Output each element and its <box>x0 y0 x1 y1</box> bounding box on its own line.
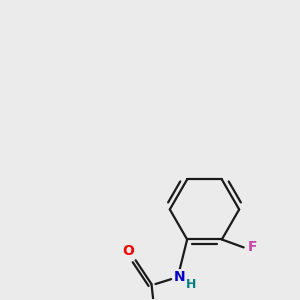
Text: O: O <box>122 244 134 258</box>
Text: H: H <box>186 278 196 291</box>
Text: F: F <box>248 240 257 254</box>
Text: N: N <box>173 270 185 284</box>
